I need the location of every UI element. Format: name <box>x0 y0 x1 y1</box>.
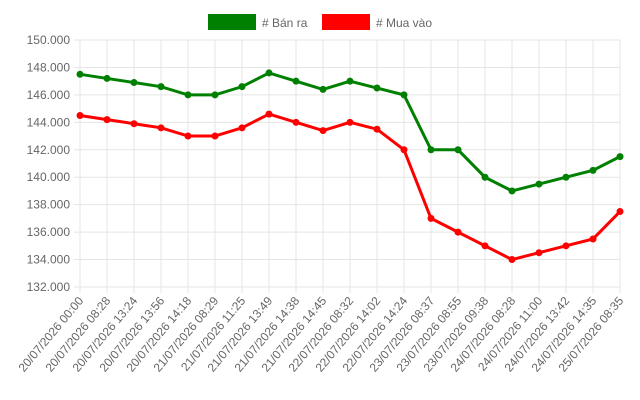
data-point <box>589 166 597 174</box>
data-point <box>616 208 624 216</box>
data-point <box>130 120 138 128</box>
data-point <box>319 85 327 93</box>
data-point <box>373 125 381 133</box>
legend-swatch <box>322 14 370 30</box>
data-point <box>184 132 192 140</box>
data-point <box>562 242 570 250</box>
data-point <box>616 153 624 161</box>
data-point <box>184 91 192 99</box>
data-point <box>211 91 219 99</box>
y-tick-label: 134.000 <box>27 253 71 267</box>
y-tick-label: 146.000 <box>27 88 71 102</box>
legend-swatch <box>208 14 256 30</box>
data-point <box>292 77 300 85</box>
data-point <box>319 127 327 135</box>
data-point <box>508 256 516 264</box>
data-point <box>238 124 246 132</box>
data-point <box>481 173 489 181</box>
data-point <box>211 132 219 140</box>
data-point <box>562 173 570 181</box>
y-tick-label: 150.000 <box>27 33 71 47</box>
data-point <box>481 242 489 250</box>
data-point <box>103 74 111 82</box>
data-point <box>400 146 408 154</box>
data-point <box>589 235 597 243</box>
data-point <box>400 91 408 99</box>
data-point <box>535 180 543 188</box>
data-point <box>427 214 435 222</box>
y-tick-label: 136.000 <box>27 225 71 239</box>
data-point <box>238 83 246 91</box>
legend-label: # Mua vào <box>376 16 432 30</box>
data-point <box>103 116 111 124</box>
y-tick-label: 138.000 <box>27 198 71 212</box>
data-point <box>535 249 543 257</box>
y-tick-label: 148.000 <box>27 60 71 74</box>
data-point <box>346 77 354 85</box>
data-point <box>130 79 138 87</box>
data-point <box>157 83 165 91</box>
data-point <box>157 124 165 132</box>
data-point <box>265 69 273 77</box>
data-point <box>76 111 84 119</box>
data-point <box>76 70 84 78</box>
data-point <box>427 146 435 154</box>
y-tick-label: 142.000 <box>27 143 71 157</box>
data-point <box>292 118 300 126</box>
y-tick-label: 144.000 <box>27 115 71 129</box>
data-point <box>454 228 462 236</box>
data-point <box>265 110 273 118</box>
data-point <box>346 118 354 126</box>
y-tick-label: 132.000 <box>27 280 71 294</box>
data-point <box>508 187 516 195</box>
legend-label: # Bán ra <box>262 16 308 30</box>
data-point <box>454 146 462 154</box>
y-tick-label: 140.000 <box>27 170 71 184</box>
data-point <box>373 84 381 92</box>
